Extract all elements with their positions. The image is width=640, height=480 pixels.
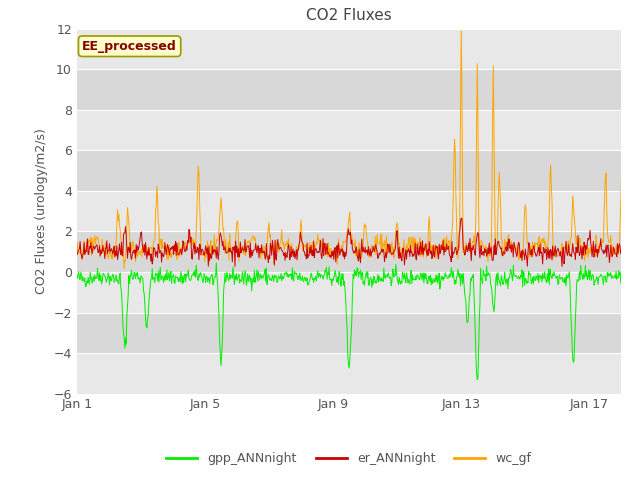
wc_gf bbox=[539, 236, 547, 242]
Text: EE_processed: EE_processed bbox=[82, 40, 177, 53]
gpp_ANNnight bbox=[474, 377, 481, 383]
wc_gf bbox=[209, 244, 216, 250]
Bar bbox=[77, 69, 621, 110]
Bar bbox=[77, 29, 621, 69]
wc_gf bbox=[313, 241, 321, 247]
wc_gf bbox=[399, 248, 407, 254]
Bar bbox=[77, 110, 621, 150]
Bar bbox=[77, 353, 621, 394]
er_ANNnight bbox=[458, 215, 465, 221]
er_ANNnight bbox=[399, 245, 407, 251]
wc_gf bbox=[622, 276, 630, 282]
wc_gf bbox=[458, 28, 465, 34]
Line: er_ANNnight: er_ANNnight bbox=[77, 218, 640, 266]
wc_gf bbox=[282, 242, 290, 248]
gpp_ANNnight bbox=[314, 268, 321, 274]
Y-axis label: CO2 Fluxes (urology/m2/s): CO2 Fluxes (urology/m2/s) bbox=[35, 128, 48, 294]
Bar bbox=[77, 312, 621, 353]
wc_gf bbox=[73, 247, 81, 253]
Bar bbox=[77, 150, 621, 191]
Bar bbox=[77, 272, 621, 312]
er_ANNnight bbox=[558, 264, 566, 269]
er_ANNnight bbox=[93, 246, 101, 252]
er_ANNnight bbox=[209, 243, 216, 249]
Title: CO2 Fluxes: CO2 Fluxes bbox=[306, 9, 392, 24]
gpp_ANNnight bbox=[93, 265, 101, 271]
gpp_ANNnight bbox=[400, 276, 408, 282]
gpp_ANNnight bbox=[212, 260, 220, 266]
er_ANNnight bbox=[282, 254, 290, 260]
er_ANNnight bbox=[313, 250, 321, 255]
gpp_ANNnight bbox=[73, 273, 81, 278]
Line: gpp_ANNnight: gpp_ANNnight bbox=[77, 263, 640, 380]
gpp_ANNnight bbox=[284, 274, 291, 279]
Legend: gpp_ANNnight, er_ANNnight, wc_gf: gpp_ANNnight, er_ANNnight, wc_gf bbox=[161, 447, 536, 470]
gpp_ANNnight bbox=[540, 275, 547, 280]
Line: wc_gf: wc_gf bbox=[77, 31, 640, 279]
er_ANNnight bbox=[539, 261, 547, 267]
Bar bbox=[77, 191, 621, 231]
er_ANNnight bbox=[73, 252, 81, 258]
gpp_ANNnight bbox=[209, 272, 216, 278]
Bar bbox=[77, 231, 621, 272]
wc_gf bbox=[93, 236, 101, 241]
